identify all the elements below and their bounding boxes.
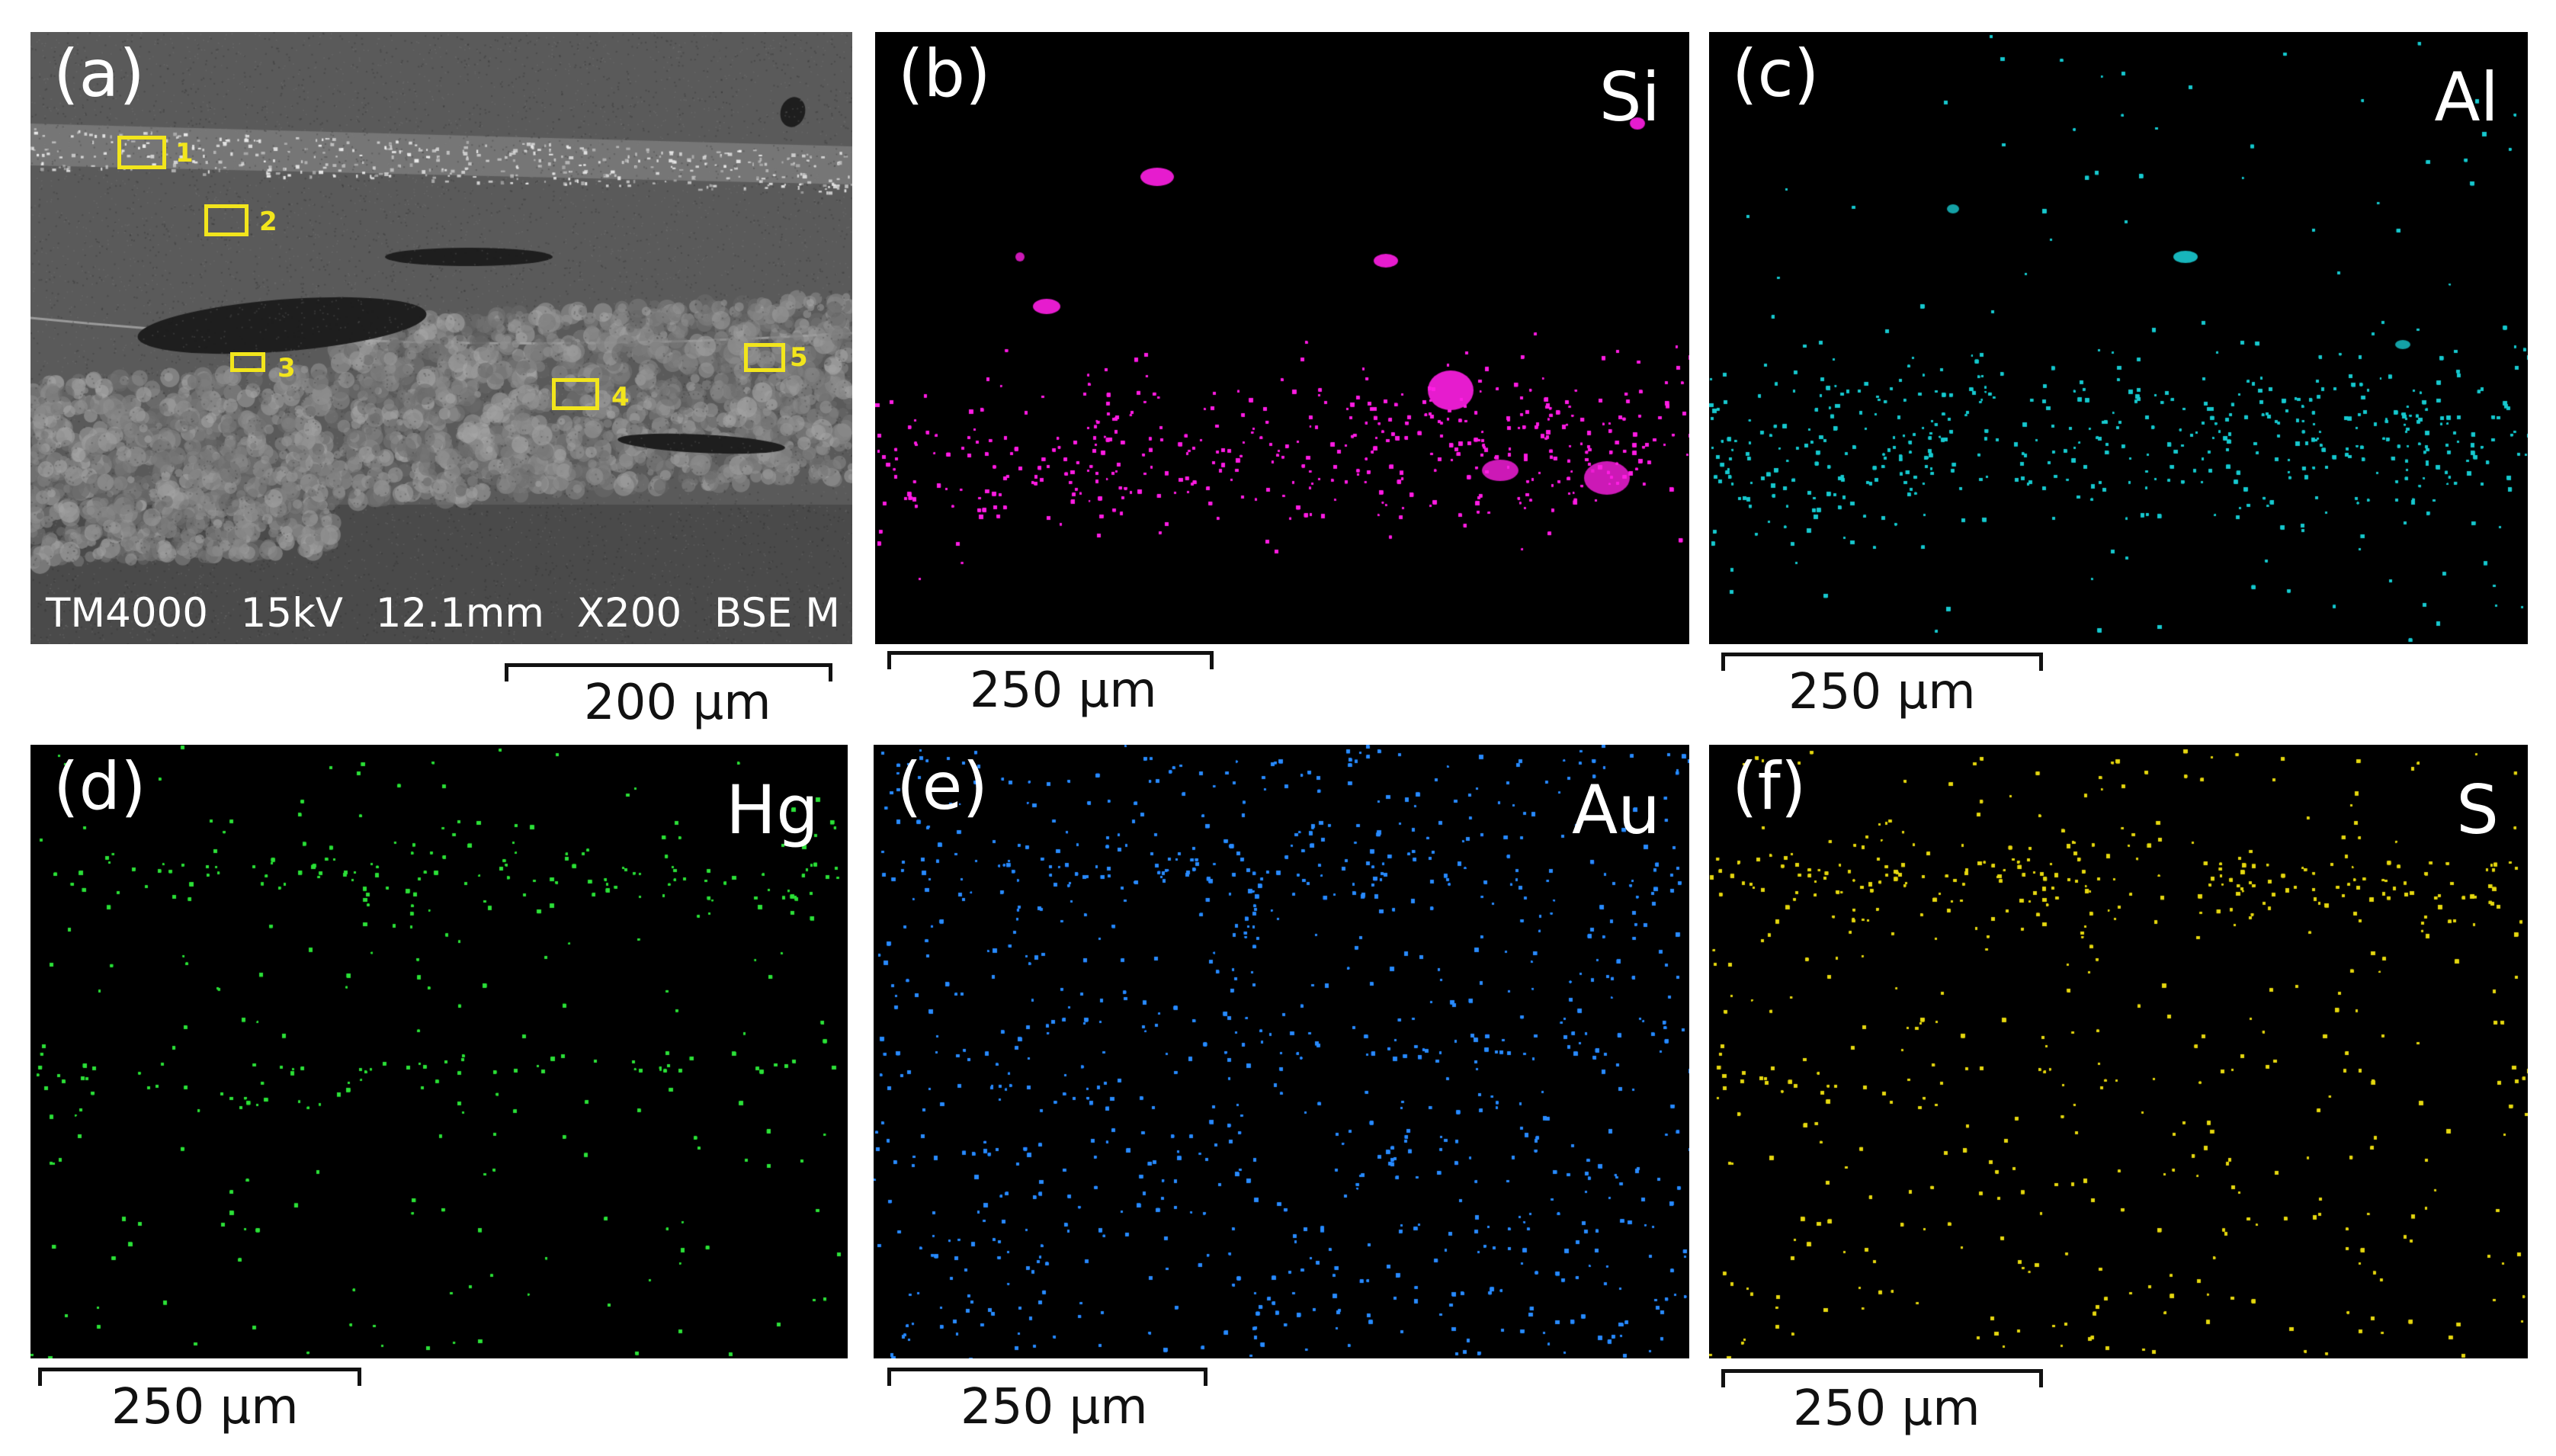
- scale-bar-a-label: 200 μm: [584, 675, 771, 731]
- region-label-2: 2: [259, 207, 277, 237]
- sem-working-distance: 12.1mm: [375, 589, 545, 637]
- panel-label-b: (b): [898, 36, 991, 112]
- sem-voltage: 15kV: [240, 589, 344, 637]
- scale-bar-a: 200 μm: [505, 663, 832, 732]
- panel-label-a: (a): [53, 36, 145, 112]
- panel-f-s-map: (f) S: [1709, 745, 2528, 1358]
- s-element-map: [1709, 745, 2528, 1358]
- scale-bar-e: 250 μm: [887, 1368, 1207, 1436]
- scale-bar-f-label: 250 μm: [1793, 1381, 1980, 1437]
- scale-bar-b-label: 250 μm: [970, 662, 1157, 719]
- sem-micrograph: [30, 32, 852, 644]
- hg-element-map: [30, 745, 848, 1358]
- panel-a-sem-image: (a) 1 2 3 4 5 TM4000 15kV 12.1mm X200 BS…: [30, 32, 852, 644]
- scale-bar-f: 250 μm: [1721, 1369, 2043, 1438]
- region-box-1: [117, 136, 166, 169]
- region-label-5: 5: [790, 342, 808, 373]
- region-label-4: 4: [611, 382, 630, 412]
- scale-bar-c-label: 250 μm: [1788, 664, 1976, 720]
- scale-bar-d-label: 250 μm: [111, 1379, 299, 1435]
- panel-label-e: (e): [896, 749, 989, 825]
- sem-info-bar: TM4000 15kV 12.1mm X200 BSE M: [30, 585, 852, 641]
- si-element-map: [875, 32, 1689, 644]
- panel-c-al-map: (c) Al: [1709, 32, 2528, 644]
- sem-detector: BSE M: [714, 589, 840, 637]
- scale-bar-b: 250 μm: [887, 651, 1214, 720]
- panel-b-si-map: (b) Si: [875, 32, 1689, 644]
- element-label-al: Al: [2434, 58, 2499, 136]
- element-label-au: Au: [1572, 771, 1660, 849]
- sem-magnification: X200: [576, 589, 682, 637]
- scale-bar-e-label: 250 μm: [961, 1379, 1148, 1435]
- scale-bar-c: 250 μm: [1721, 653, 2043, 721]
- sem-instrument: TM4000: [46, 589, 208, 637]
- panel-label-f: (f): [1732, 749, 1807, 825]
- panel-label-d: (d): [53, 749, 146, 825]
- region-box-2: [204, 204, 249, 236]
- element-label-hg: Hg: [725, 771, 819, 849]
- panel-e-au-map: (e) Au: [874, 745, 1689, 1358]
- region-label-3: 3: [277, 353, 296, 383]
- region-label-1: 1: [175, 138, 194, 168]
- al-element-map: [1709, 32, 2528, 644]
- region-box-5: [744, 343, 785, 372]
- element-label-si: Si: [1599, 58, 1660, 136]
- element-label-s: S: [2456, 771, 2499, 849]
- au-element-map: [874, 745, 1689, 1358]
- panel-d-hg-map: (d) Hg: [30, 745, 848, 1358]
- scale-bar-d: 250 μm: [38, 1368, 361, 1436]
- panel-label-c: (c): [1732, 36, 1820, 112]
- region-box-3: [230, 352, 265, 372]
- region-box-4: [552, 378, 599, 410]
